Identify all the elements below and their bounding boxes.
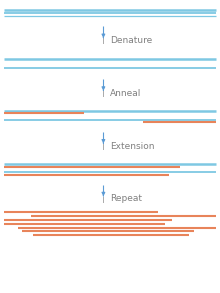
Text: Extension: Extension: [110, 142, 154, 151]
Text: Denature: Denature: [110, 36, 152, 45]
Text: Anneal: Anneal: [110, 89, 141, 98]
Text: Repeat: Repeat: [110, 195, 142, 203]
